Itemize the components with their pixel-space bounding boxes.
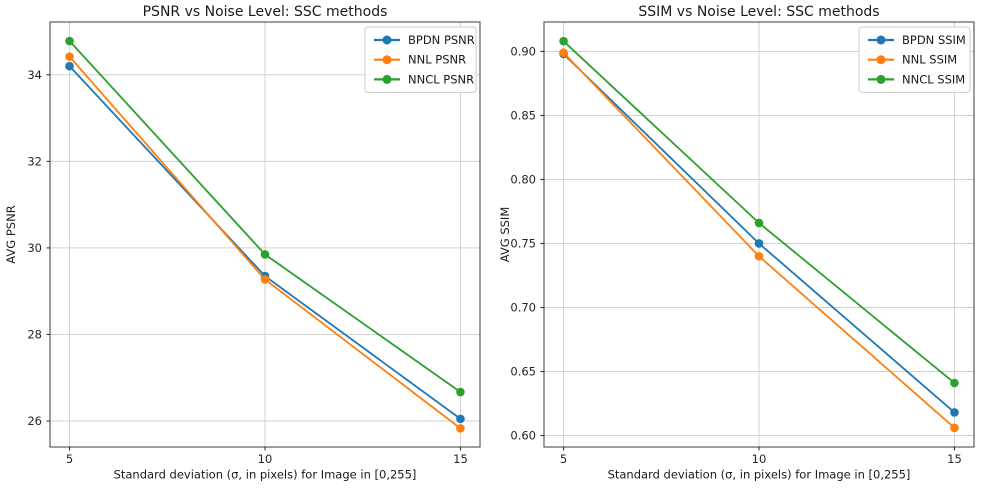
series-nnl-ssim xyxy=(559,48,959,433)
x-tick-label: 5 xyxy=(560,452,567,466)
data-point-marker xyxy=(456,387,465,397)
data-point-marker xyxy=(260,275,270,284)
data-point-marker xyxy=(559,36,568,46)
data-point-marker xyxy=(456,424,465,433)
data-point-marker xyxy=(559,48,568,58)
data-point-marker xyxy=(65,52,74,61)
y-tick-label: 32 xyxy=(27,154,42,168)
axis-ticks: 5 10 15 0.60 0.65 0.70 0.75 0.80 0.85 0.90 xyxy=(510,44,961,466)
ssim-chart: 5 10 15 0.60 0.65 0.70 0.75 0.80 0.85 0.90 SSIM vs… xyxy=(498,4,975,482)
x-axis-label: Standard deviation (σ, in pixels) for Im… xyxy=(114,468,417,482)
data-point-marker xyxy=(754,239,764,248)
y-axis-label: AVG SSIM xyxy=(498,207,512,262)
y-tick-label: 0.60 xyxy=(510,428,536,442)
y-tick-label: 0.90 xyxy=(510,44,536,58)
data-point-marker xyxy=(950,423,959,433)
axis-ticks: 5 10 15 26 28 30 32 34 xyxy=(27,68,467,466)
y-tick-label: 28 xyxy=(27,327,42,341)
x-tick-label: 5 xyxy=(66,452,73,466)
legend-sample-marker xyxy=(876,55,886,65)
legend-sample-marker xyxy=(876,35,886,45)
y-axis-label: AVG PSNR xyxy=(4,205,18,263)
series-nncl-ssim xyxy=(559,36,959,388)
data-point-marker xyxy=(950,408,959,417)
data-point-marker xyxy=(754,251,764,261)
legend-label: NNCL SSIM xyxy=(902,72,965,86)
chart-title: SSIM vs Noise Level: SSC methods xyxy=(638,4,879,20)
x-tick-label: 10 xyxy=(752,452,767,466)
series-group xyxy=(559,36,959,433)
data-point-marker xyxy=(456,414,465,424)
y-tick-label: 26 xyxy=(27,414,42,428)
chart-title: PSNR vs Noise Level: SSC methods xyxy=(143,4,388,20)
legend-box xyxy=(364,26,477,93)
y-tick-label: 0.80 xyxy=(510,172,536,186)
psnr-chart: 5 10 15 26 28 30 32 34 PSNR vs Noise Level: SSC … xyxy=(4,4,481,482)
y-tick-label: 34 xyxy=(27,68,42,82)
legend: BPDN PSNR NNL PSNR NNCL PSNR xyxy=(364,26,477,93)
legend-box xyxy=(858,26,971,93)
y-tick-label: 0.65 xyxy=(510,364,536,378)
legend-label: BPDN PSNR xyxy=(408,33,475,47)
legend-sample-marker xyxy=(382,55,392,65)
grid xyxy=(544,22,974,447)
data-point-marker xyxy=(65,36,74,46)
data-point-marker xyxy=(754,218,764,228)
legend-label: NNL SSIM xyxy=(902,53,957,67)
x-tick-label: 15 xyxy=(947,452,962,466)
legend-label: NNCL PSNR xyxy=(408,72,474,86)
legend: BPDN SSIM NNL SSIM NNCL SSIM xyxy=(858,26,971,93)
y-tick-label: 30 xyxy=(27,241,42,255)
legend-label: NNL PSNR xyxy=(408,53,466,67)
data-point-marker xyxy=(65,61,74,71)
data-point-marker xyxy=(950,378,959,388)
y-tick-label: 0.85 xyxy=(510,108,536,122)
x-tick-label: 15 xyxy=(453,452,468,466)
legend-sample-marker xyxy=(876,74,886,84)
x-tick-label: 10 xyxy=(258,452,273,466)
y-tick-label: 0.75 xyxy=(510,236,536,250)
x-axis-label: Standard deviation (σ, in pixels) for Im… xyxy=(608,468,911,482)
series-nncl-psnr xyxy=(65,36,465,397)
y-tick-label: 0.70 xyxy=(510,300,536,314)
legend-sample-marker xyxy=(382,74,392,84)
series-nnl-psnr xyxy=(65,52,465,433)
legend-sample-marker xyxy=(382,35,392,45)
data-point-marker xyxy=(260,250,270,259)
series-group xyxy=(65,36,465,433)
legend-label: BPDN SSIM xyxy=(902,33,966,47)
